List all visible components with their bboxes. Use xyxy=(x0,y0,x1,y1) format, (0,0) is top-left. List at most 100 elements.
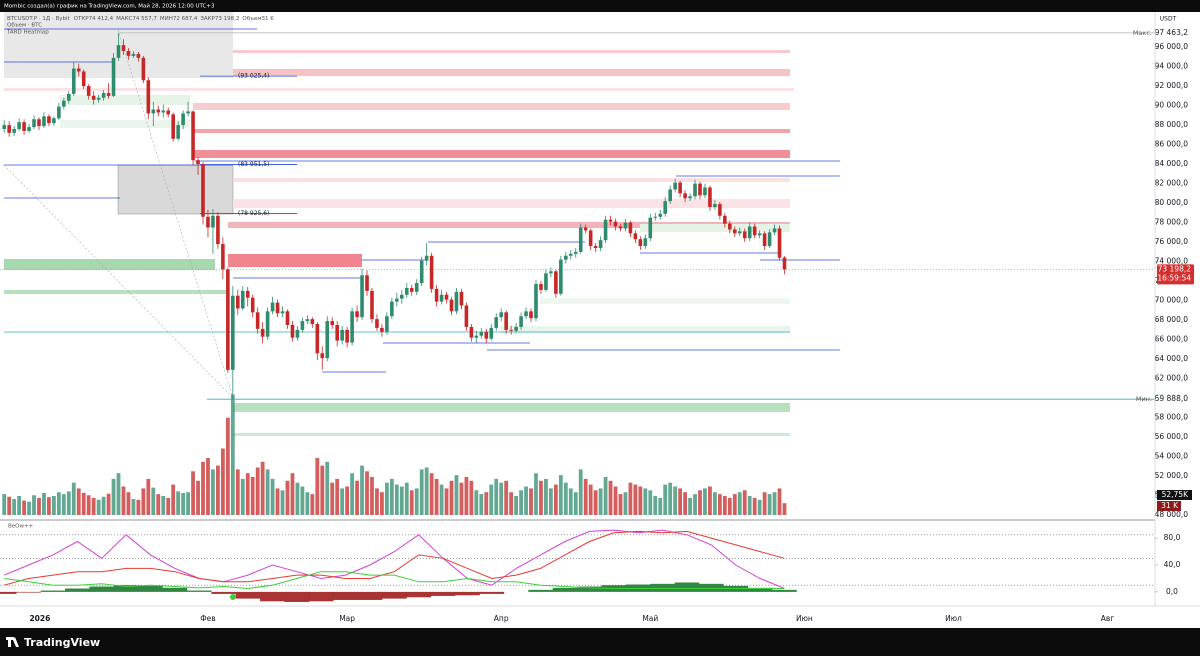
candle-body xyxy=(315,324,320,354)
osc-histogram xyxy=(333,591,358,600)
heat-band xyxy=(540,298,790,304)
candle-body xyxy=(489,327,494,339)
candle-body xyxy=(111,57,116,96)
heat-band xyxy=(193,103,790,110)
extreme-name: Макс. xyxy=(1133,29,1152,37)
osc-histogram xyxy=(308,591,334,602)
candle-body xyxy=(757,233,762,236)
volume-bar xyxy=(603,477,608,515)
candle-body xyxy=(86,86,91,96)
candle-body xyxy=(618,226,623,229)
indicator-name: Объем · BTC xyxy=(7,23,42,29)
volume-bar xyxy=(504,480,509,515)
candle-body xyxy=(121,45,126,52)
ohlc-value: 31 K xyxy=(262,16,275,22)
volume-bar xyxy=(489,484,494,515)
ohlc-label: ОТКР xyxy=(74,16,90,22)
volume-bar xyxy=(767,494,772,515)
candle-body xyxy=(235,295,240,309)
volume-bar xyxy=(568,488,573,515)
y-tick-label: 56 000,0 xyxy=(1155,432,1189,441)
candle-body xyxy=(633,233,638,240)
volume-bar xyxy=(484,492,489,515)
candle-body xyxy=(340,329,344,341)
candle-body xyxy=(260,328,265,337)
volume-bar xyxy=(563,482,568,515)
candle-body xyxy=(335,324,339,341)
candle-body xyxy=(434,288,439,302)
extreme-label: 59 888,0 xyxy=(1155,394,1189,403)
candle-body xyxy=(226,269,230,370)
candle-body xyxy=(136,53,141,58)
symbol-line: BTCUSDT.P · 1Д · Bybit ОТКР74 412,4 МАКС74… xyxy=(7,16,274,22)
osc-histogram xyxy=(650,583,675,592)
volume-bar xyxy=(683,492,687,515)
volume-bar xyxy=(449,480,454,515)
candle-body xyxy=(91,95,96,100)
volume-bar xyxy=(345,486,350,515)
candle-body xyxy=(131,53,136,56)
candle-body xyxy=(673,182,677,190)
candle-body xyxy=(623,222,628,229)
osc-histogram xyxy=(284,591,310,602)
candle-body xyxy=(658,213,663,217)
y-tick-label: 76 000,0 xyxy=(1155,237,1189,246)
osc-histogram xyxy=(113,585,139,592)
header-strip xyxy=(0,0,1200,12)
candle-body xyxy=(395,298,399,302)
candle-body xyxy=(459,291,464,306)
last-price-label: 73 198,2 xyxy=(1158,264,1192,273)
volume-ma-box xyxy=(1157,490,1192,500)
volume-bar xyxy=(146,478,151,515)
volume-bar xyxy=(663,484,668,515)
volume-bar xyxy=(91,497,96,515)
candle-body xyxy=(76,68,81,72)
volume-bar xyxy=(151,487,156,515)
y-tick-label: 68 000,0 xyxy=(1155,315,1189,324)
candle-body xyxy=(404,287,409,295)
candle-body xyxy=(52,118,56,124)
candle-body xyxy=(67,93,71,101)
volume-bar xyxy=(260,461,265,515)
candle-body xyxy=(554,271,558,294)
volume-bar xyxy=(176,491,181,515)
x-tick-label: Май xyxy=(642,614,658,623)
volume-bar xyxy=(608,480,613,515)
candle-body xyxy=(385,316,389,332)
volume-bar xyxy=(211,469,215,515)
ohlc-value: 74 557,7 xyxy=(132,16,157,22)
candle-body xyxy=(255,312,260,329)
volume-bar xyxy=(638,486,643,515)
candle-body xyxy=(593,246,598,248)
volume-bar xyxy=(76,488,81,515)
volume-label: 31 K xyxy=(1161,501,1179,510)
footer-strip xyxy=(0,628,1200,656)
x-tick-label: Мар xyxy=(339,614,355,623)
volume-bar xyxy=(713,492,717,515)
candle-body xyxy=(603,219,608,241)
x-tick-label: 2026 xyxy=(29,614,50,623)
volume-ma-label: 52,75K xyxy=(1162,490,1189,499)
osc-histogram xyxy=(699,583,724,592)
volume-bar xyxy=(161,496,166,515)
osc-histogram xyxy=(0,591,17,594)
volume-bar xyxy=(708,486,712,515)
volume-bar xyxy=(136,499,141,515)
y-tick-label: 92 000,0 xyxy=(1155,81,1189,90)
volume-bar xyxy=(17,496,22,515)
candle-body xyxy=(643,238,648,247)
volume-bar xyxy=(389,478,394,515)
x-tick-label: Июн xyxy=(796,614,813,623)
volume-bar xyxy=(414,488,419,515)
volume-bar xyxy=(111,478,116,515)
osc-histogram xyxy=(357,591,383,600)
osc-histogram xyxy=(138,585,163,592)
candle-body xyxy=(300,321,305,330)
volume-bar xyxy=(409,490,414,515)
volume-bar xyxy=(365,471,369,515)
volume-bar xyxy=(658,497,663,515)
volume-bar xyxy=(643,488,648,515)
candle-body xyxy=(57,106,61,119)
y-tick-label: 90 000,0 xyxy=(1155,101,1189,110)
